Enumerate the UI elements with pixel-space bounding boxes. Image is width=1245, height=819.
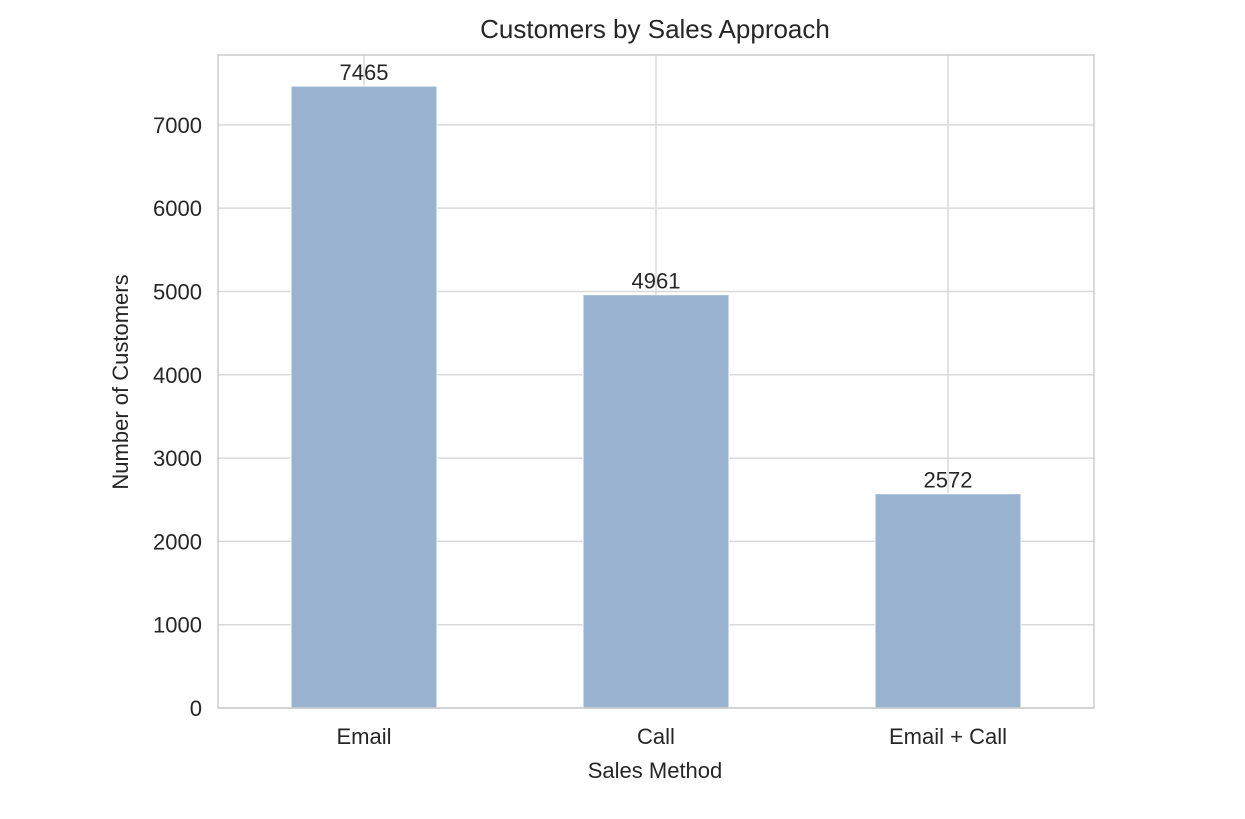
y-tick-label: 0 [190,696,202,721]
x-tick-label: Email + Call [889,724,1007,749]
bar-email [290,85,438,709]
plot-frame [217,54,1095,709]
x-tick-label: Call [637,724,675,749]
bar-email-call [874,493,1022,709]
y-tick-label: 5000 [153,279,202,304]
y-tick-label: 1000 [153,613,202,638]
bar-call [582,294,730,709]
y-tick-label: 4000 [153,363,202,388]
x-tick-label: Email [336,724,391,749]
y-tick-label: 3000 [153,446,202,471]
x-axis-title: Sales Method [588,758,723,783]
x-axis-ticks: Email Call Email + Call [336,724,1007,749]
data-label: 2572 [924,468,973,493]
y-tick-label: 2000 [153,529,202,554]
y-tick-label: 6000 [153,196,202,221]
y-axis-ticks: 0 1000 2000 3000 4000 5000 6000 7000 [153,113,202,721]
data-label: 4961 [632,269,681,294]
chart-title: Customers by Sales Approach [480,14,830,44]
y-axis-title: Number of Customers [108,274,133,489]
bars [290,85,1022,709]
data-label: 7465 [340,60,389,85]
y-tick-label: 7000 [153,113,202,138]
data-labels: 7465 4961 2572 [340,60,973,493]
